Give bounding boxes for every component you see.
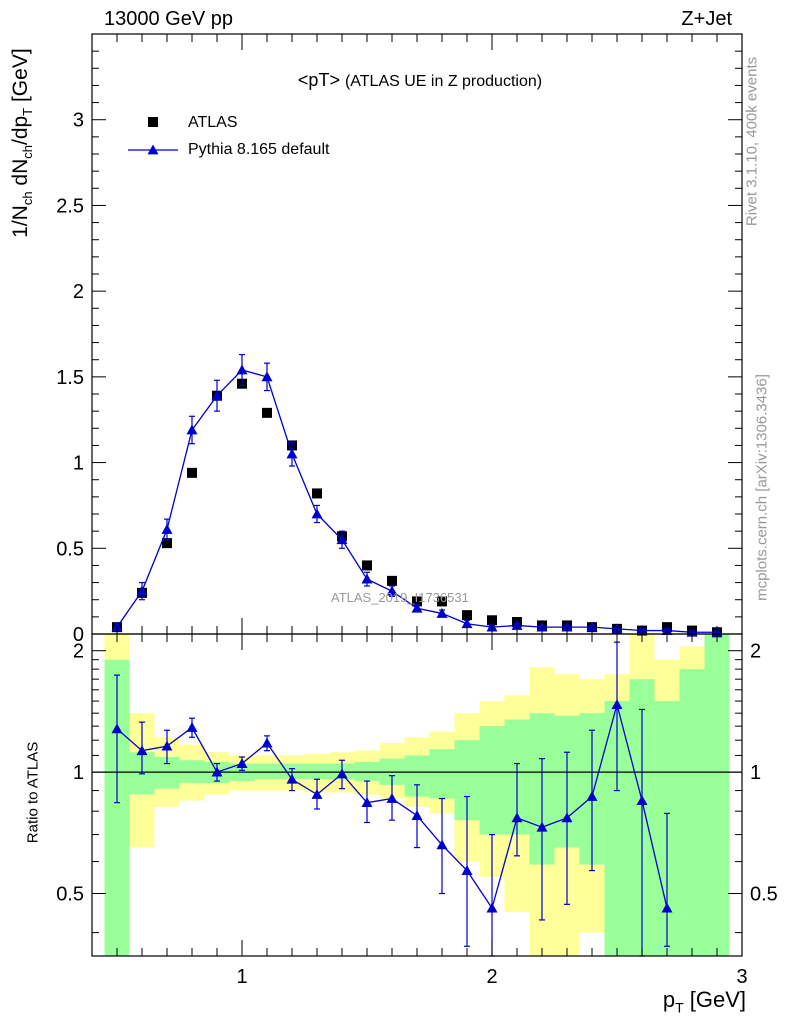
ratio-point-7 <box>286 773 298 784</box>
ratio-point-2 <box>161 740 173 751</box>
atlas-point-13 <box>437 596 447 607</box>
watermark: ATLAS_2019_I1736531 <box>331 590 469 605</box>
main-ytick-label: 1 <box>73 453 84 475</box>
pythia-point-2 <box>161 523 173 534</box>
pythia-point-5 <box>236 364 248 375</box>
mcplots-label: mcplots.cern.ch [arXiv:1306.3436] <box>753 374 771 601</box>
ratio-point-19 <box>586 791 598 801</box>
pythia-point-10 <box>361 573 373 584</box>
main-ytick-label: 2.5 <box>56 195 84 217</box>
ratio-y-axis-label: Ratio to ATLAS <box>24 741 42 844</box>
ratio-point-8 <box>311 789 323 799</box>
band-stat-bin-6 <box>254 763 280 780</box>
ratio-point-6 <box>261 737 273 748</box>
ratio-point-14 <box>461 865 473 875</box>
pythia-point-9 <box>336 534 348 545</box>
ratio-point-16 <box>511 812 523 823</box>
chart-title: <pT> (ATLAS UE in Z production) <box>0 70 786 91</box>
rivet-label: Rivet 3.1.10, 400k events <box>743 56 761 227</box>
ratio-point-15 <box>486 902 498 913</box>
ratio-point-9 <box>336 768 348 779</box>
axis-ticks <box>91 33 743 956</box>
legend <box>128 117 178 155</box>
pythia-point-11 <box>386 585 398 596</box>
band-stat-bin-10 <box>354 761 380 782</box>
main-ytick-label: 1.5 <box>56 367 84 389</box>
ratio-ytick-label-right: 1 <box>750 762 761 784</box>
pythia-point-16 <box>511 619 523 630</box>
main-ytick-label: 2 <box>73 281 84 303</box>
legend-atlas-marker <box>148 117 158 127</box>
band-stat-bin-23 <box>679 669 705 956</box>
ratio-point-4 <box>211 766 223 777</box>
energy-label: 13000 GeV pp <box>104 8 233 30</box>
ratio-point-11 <box>386 793 398 803</box>
chart-title-main: <pT> <box>297 70 340 90</box>
atlas-point-10 <box>362 560 372 571</box>
ratio-ytick-label-right: 2 <box>750 641 761 663</box>
tick-labels: 0 0.5 1 1.5 2 2.5 3 0.5 0.5 1 1 2 2 1 2 3 <box>56 110 778 988</box>
ratio-ytick-label-left: 0.5 <box>56 884 84 906</box>
x-axis-label: pT [GeV] <box>662 987 746 1016</box>
x-tick-label: 3 <box>736 966 747 988</box>
x-tick-label: 1 <box>236 966 247 988</box>
ratio-point-18 <box>561 812 573 823</box>
pythia-point-7 <box>286 448 298 459</box>
ratio-point-17 <box>536 821 548 832</box>
ratio-ytick-label-right: 0.5 <box>750 884 778 906</box>
band-stat-bin-24 <box>704 634 730 956</box>
ratio-point-3 <box>186 722 198 732</box>
main-ytick-label: 3 <box>73 110 84 132</box>
ratio-point-1 <box>136 745 148 756</box>
pythia-point-12 <box>411 602 423 613</box>
atlas-point-14 <box>462 610 472 621</box>
x-tick-label: 2 <box>486 966 497 988</box>
pythia-point-13 <box>436 607 448 618</box>
legend-label-pythia: Pythia 8.165 default <box>188 141 330 158</box>
ratio-point-13 <box>436 839 448 850</box>
legend-pythia-marker <box>147 144 159 155</box>
chart-subtitle: (ATLAS UE in Z production) <box>344 73 543 90</box>
ratio-data-marks <box>111 641 673 957</box>
legend-label-atlas: ATLAS <box>188 114 238 131</box>
pythia-point-3 <box>186 424 198 435</box>
ratio-point-0 <box>111 723 123 734</box>
ratio-point-10 <box>361 797 373 808</box>
pythia-point-14 <box>461 618 473 629</box>
pythia-point-6 <box>261 371 273 382</box>
ratio-point-12 <box>411 810 423 821</box>
ratio-point-22 <box>661 902 673 913</box>
ratio-ytick-label-left: 2 <box>73 641 84 663</box>
atlas-point-8 <box>312 488 322 499</box>
pythia-point-8 <box>311 508 323 519</box>
ratio-point-5 <box>236 758 248 768</box>
atlas-point-3 <box>187 467 197 478</box>
band-stat-bin-15 <box>479 726 505 835</box>
atlas-point-12 <box>412 596 422 607</box>
main-y-axis-label: 1/Nch dNch/dpT [GeV] <box>8 48 36 238</box>
main-ytick-label: 0.5 <box>56 538 84 560</box>
main-ytick-label: 0 <box>73 624 84 646</box>
pythia-point-1 <box>136 585 148 596</box>
process-label: Z+Jet <box>681 8 732 30</box>
ratio-point-20 <box>611 699 623 710</box>
atlas-point-2 <box>162 538 172 549</box>
atlas-point-11 <box>387 575 397 586</box>
pythia-point-4 <box>211 390 223 401</box>
atlas-point-6 <box>262 407 272 418</box>
ratio-ytick-label-left: 1 <box>73 762 84 784</box>
band-stat-bin-13 <box>429 749 455 799</box>
band-stat-bin-8 <box>304 763 330 780</box>
ratio-point-21 <box>636 795 648 805</box>
